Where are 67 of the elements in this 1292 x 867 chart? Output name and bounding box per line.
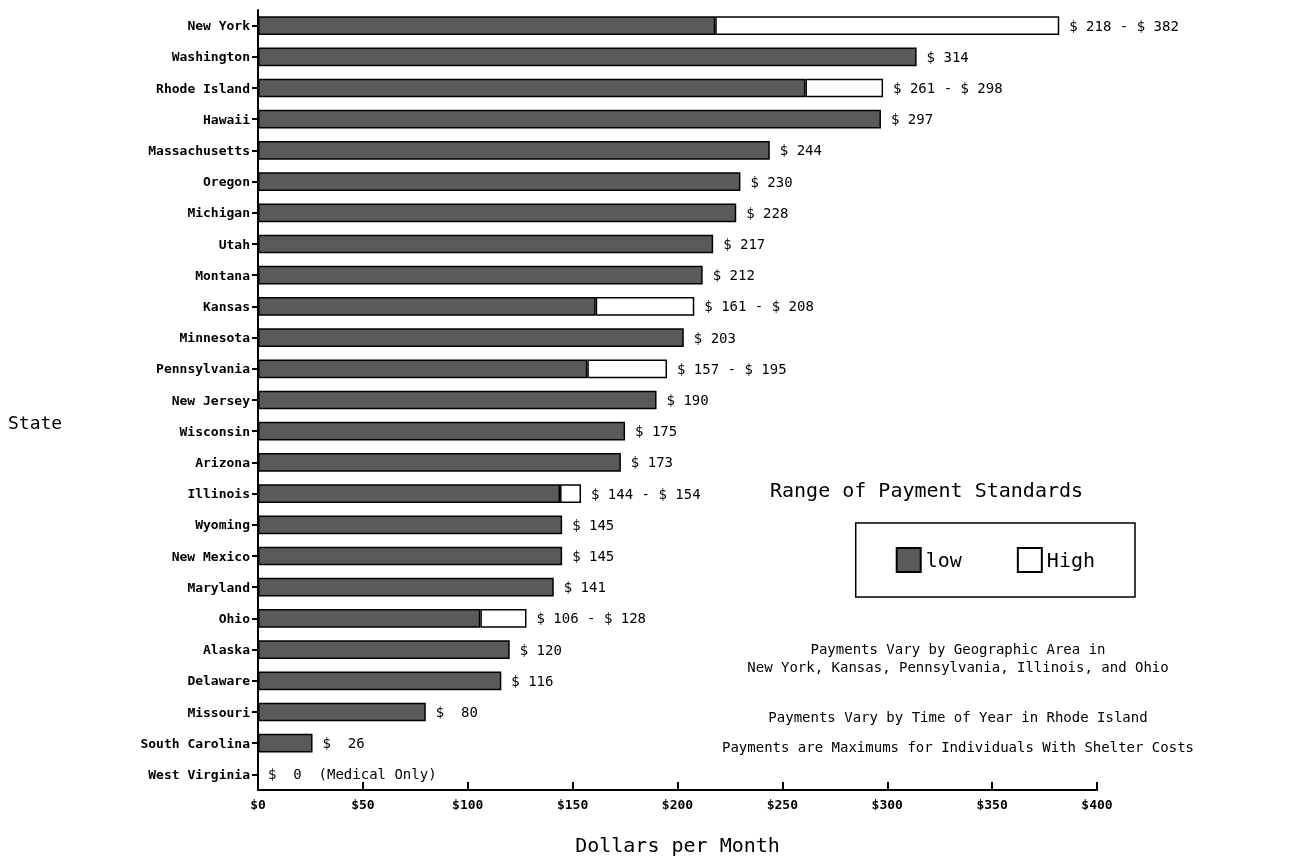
y-tick-label: West Virginia [148, 766, 251, 782]
y-tick-label: Minnesota [179, 330, 251, 346]
data-label: $ 144 - $ 154 [591, 485, 701, 502]
legend-label: low [925, 548, 963, 572]
y-tick-label: Delaware [187, 673, 251, 689]
y-tick-label: Pennsylvania [156, 361, 251, 377]
data-label: $ 212 [712, 267, 755, 284]
data-label: $ 26 [322, 735, 365, 752]
data-label: $ 116 [511, 672, 554, 689]
x-tick-label: $50 [351, 797, 375, 812]
y-tick-label: Arizona [195, 454, 251, 470]
y-tick-label: Hawaii [203, 111, 251, 127]
data-label: $ 218 - $ 382 [1069, 17, 1179, 34]
y-axis-title: State [8, 411, 63, 433]
y-tick-label: South Carolina [140, 735, 251, 751]
y-tick-label: Massachusetts [148, 142, 250, 158]
data-label: $ 261 - $ 298 [893, 80, 1003, 96]
y-tick-label: Illinois [187, 486, 250, 502]
y-tick-label: Kansas [203, 298, 250, 314]
y-tick-label: Washington [171, 49, 250, 65]
x-tick-label: $400 [1081, 797, 1113, 812]
data-label: $ 190 [666, 392, 709, 408]
data-label: $ 217 [723, 236, 766, 252]
annotation: Payments Vary by Geographic Area in New York, Kansas, Pennsylvania, Illinois, and Ohio [747, 641, 1169, 675]
data-label: $ 106 - $ 128 [536, 610, 647, 627]
x-axis-title: Dollars per Month [575, 833, 780, 857]
data-label: $ 175 [635, 423, 678, 440]
data-label: $ 80 [435, 704, 478, 720]
y-tick-label: Maryland [187, 579, 250, 595]
y-tick-label: Michigan [187, 205, 250, 221]
data-label: $ 228 [746, 204, 789, 221]
legend-label: High [1046, 548, 1096, 572]
x-tick-label: $200 [661, 797, 694, 812]
y-tick-label: Missouri [187, 704, 251, 720]
x-tick-label: $0 [250, 797, 266, 812]
y-tick-label: New Mexico [171, 548, 251, 564]
y-tick-label: Wyoming [195, 517, 250, 533]
y-tick-label: Rhode Island [156, 80, 250, 96]
x-tick-label: $100 [452, 797, 484, 812]
y-tick-label: Ohio [218, 610, 251, 626]
data-label: $ 145 [572, 516, 615, 533]
x-tick-label: $300 [871, 797, 904, 812]
x-tick-label: $250 [766, 797, 799, 812]
data-label: $ 244 [779, 142, 822, 159]
data-label: $ 314 [926, 48, 969, 65]
y-tick-label: Utah [218, 236, 250, 252]
x-tick-label: $150 [556, 797, 589, 812]
annotation: Payments are Maximums for Individuals With Shelter Costs [721, 739, 1195, 755]
data-label: $ 141 [563, 579, 606, 596]
data-label: $ 145 [572, 548, 615, 564]
y-tick-label: Montana [195, 267, 251, 283]
y-tick-label: Wisconsin [179, 423, 250, 439]
data-label: $ 157 - $ 195 [677, 360, 787, 377]
data-label: $ 297 [890, 111, 934, 128]
x-tick-label: $350 [976, 797, 1008, 812]
data-label: $ 173 [630, 454, 674, 471]
y-tick-label: Oregon [203, 174, 250, 190]
data-label: $ 0 (Medical Only) [268, 766, 437, 783]
data-label: $ 120 [519, 641, 562, 658]
legend-title: Range of Payment Standards [770, 478, 1084, 502]
y-tick-label: New Jersey [171, 392, 251, 408]
data-label: $ 161 - $ 208 [704, 298, 814, 315]
annotation: Payments Vary by Time of Year in Rhode Island [768, 709, 1148, 725]
data-label: $ 203 [693, 329, 736, 346]
y-tick-label: Alaska [203, 642, 251, 658]
data-label: $ 230 [750, 173, 793, 190]
y-tick-label: New York [187, 18, 251, 34]
